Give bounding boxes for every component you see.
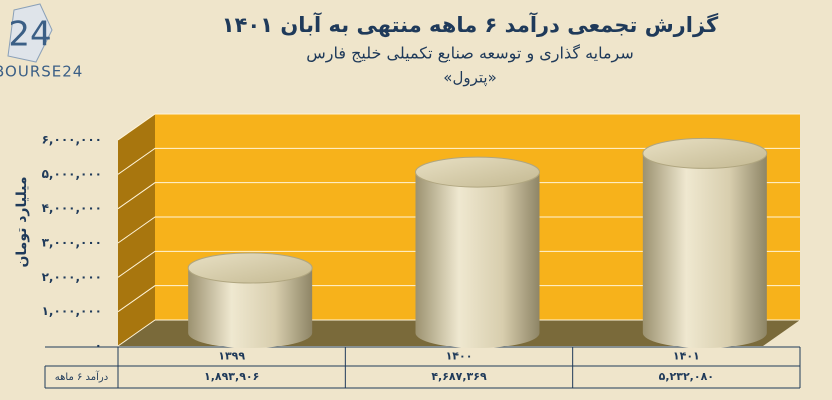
y-tick-label: ۵,۰۰۰,۰۰۰	[42, 167, 102, 181]
y-tick-label: ۲,۰۰۰,۰۰۰	[42, 270, 102, 284]
cylinder-top	[642, 137, 768, 169]
cylinder-body	[415, 172, 540, 348]
value-label: ۴,۶۸۷,۳۶۹	[431, 370, 487, 383]
value-label: ۵,۲۳۲,۰۸۰	[659, 370, 714, 383]
grid-line	[117, 113, 800, 141]
y-tick-label: ۱,۰۰۰,۰۰۰	[42, 304, 102, 318]
cylinder	[187, 252, 313, 348]
cylinder	[642, 137, 768, 348]
logo-mark: 24	[8, 15, 51, 55]
x-tick-label: ۱۴۰۰	[446, 350, 473, 363]
cylinder-body	[188, 267, 313, 348]
chart-title: گزارش تجمعی درآمد ۶ ماهه منتهی به آبان ۱…	[222, 12, 719, 37]
logo-text: BOURSE24	[0, 63, 83, 81]
y-tick-label: ۶,۰۰۰,۰۰۰	[42, 133, 102, 147]
x-tick-label: ۱۴۰۱	[673, 350, 700, 363]
cylinder-top	[415, 156, 540, 188]
plot-area: ۰ ۱,۰۰۰,۰۰۰ ۲,۰۰۰,۰۰۰ ۳,۰۰۰,۰۰۰ ۴,۰۰۰,۰۰۰ ۵,۰…	[42, 113, 801, 389]
y-axis-label: میلیارد تومان	[14, 176, 30, 267]
chart-caption: «پترول»	[443, 69, 497, 88]
chart-subtitle: سرمایه گذاری و توسعه صنایع تکمیلی خلیج ف…	[306, 44, 634, 64]
grid-line	[117, 250, 800, 278]
legend-label: درآمد ۶ ماهه	[55, 370, 108, 383]
logo: 24 BOURSE24	[0, 3, 83, 81]
grid-line	[117, 147, 800, 175]
y-tick-label: ۰	[95, 339, 102, 353]
y-tick-label: ۳,۰۰۰,۰۰۰	[42, 236, 102, 250]
data-table: درآمد ۶ ماهه ۱۳۹۹ ۱,۸۹۳,۹۰۶ ۱۴۰۰ ۴,۶۸۷,۳۶۹ ۱۴…	[44, 346, 801, 389]
cylinder-body	[642, 153, 767, 348]
grid-line	[117, 285, 800, 313]
value-label: ۱,۸۹۳,۹۰۶	[204, 370, 259, 383]
cylinder-top	[187, 252, 313, 284]
grid-line	[117, 216, 800, 244]
x-tick-label: ۱۳۹۹	[218, 350, 245, 363]
y-tick-label: ۴,۰۰۰,۰۰۰	[42, 201, 102, 215]
grid-line	[117, 319, 800, 347]
cylinder	[415, 156, 540, 348]
grid-line	[117, 182, 800, 210]
